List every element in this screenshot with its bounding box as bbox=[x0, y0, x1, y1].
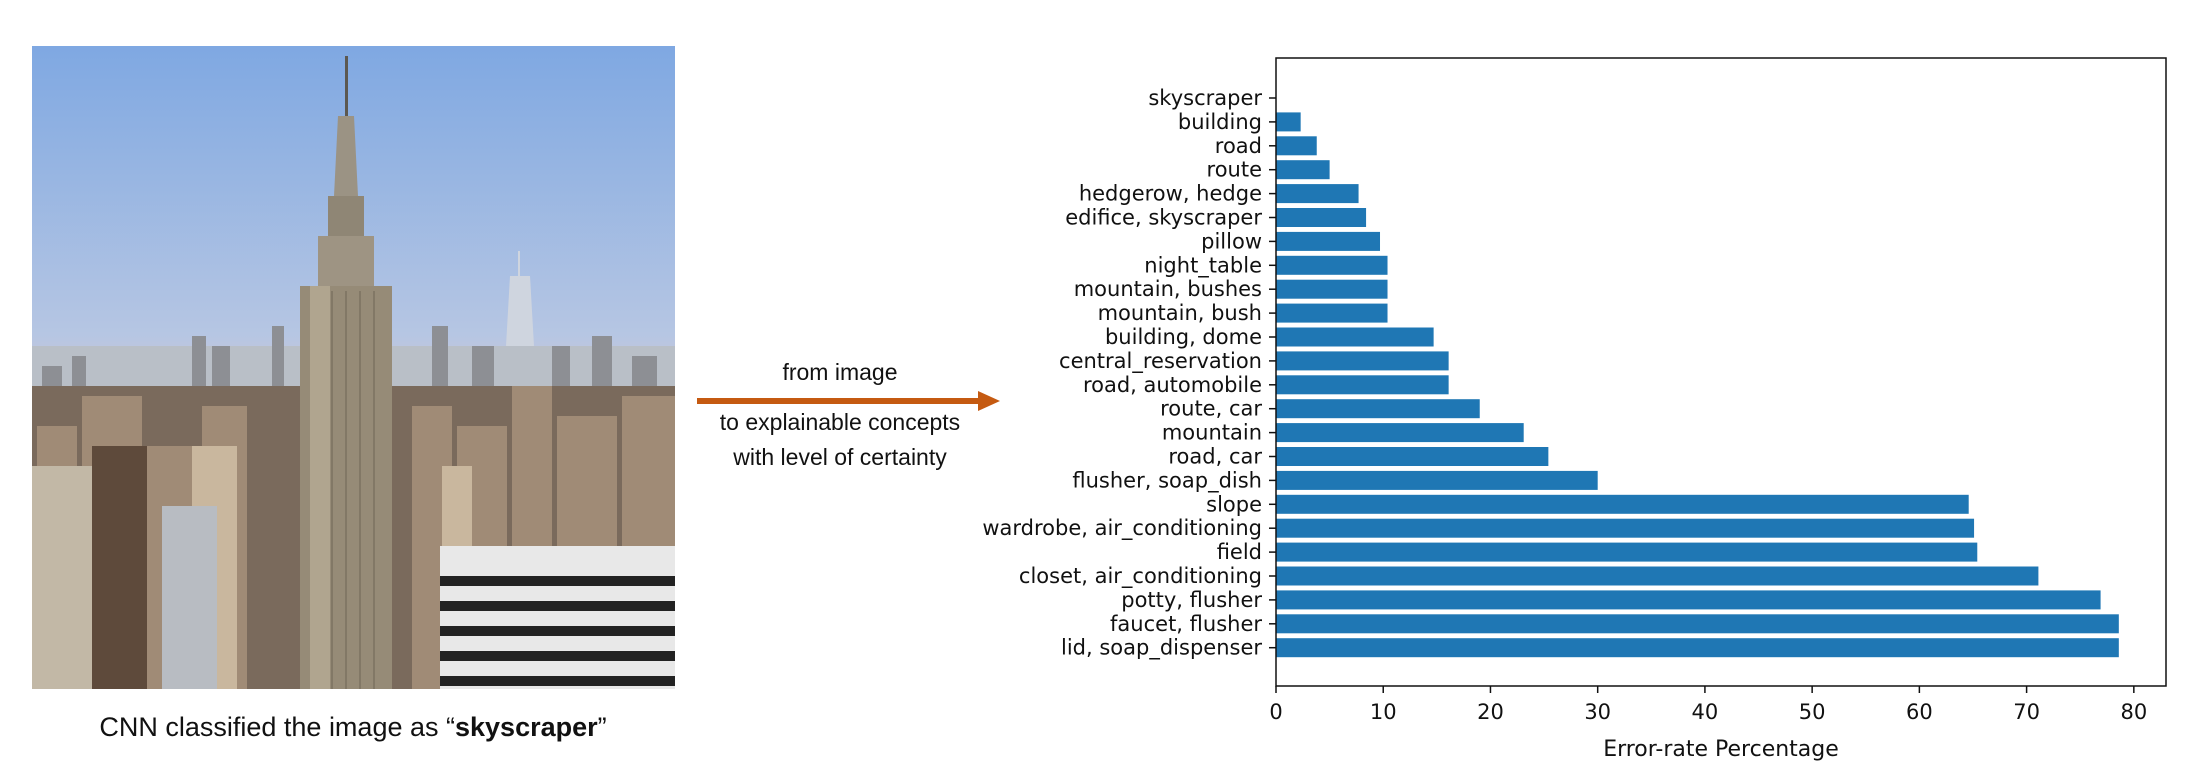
bars-group bbox=[1276, 112, 2119, 658]
bar bbox=[1276, 255, 1388, 275]
x-tick-label: 30 bbox=[1584, 700, 1611, 724]
category-label: wardrobe, air_conditioning bbox=[982, 516, 1262, 541]
bar bbox=[1276, 590, 2101, 610]
x-tick-label: 40 bbox=[1692, 700, 1719, 724]
category-label: lid, soap_dispenser bbox=[1061, 636, 1262, 661]
category-label: central_reservation bbox=[1059, 349, 1262, 374]
category-label: route, car bbox=[1160, 397, 1262, 421]
x-tick-label: 0 bbox=[1269, 700, 1282, 724]
bar bbox=[1276, 542, 1978, 562]
bar bbox=[1276, 160, 1330, 180]
x-axis-label: Error-rate Percentage bbox=[1603, 737, 1839, 762]
category-label: flusher, soap_dish bbox=[1072, 468, 1262, 493]
category-label: hedgerow, hedge bbox=[1079, 182, 1262, 206]
bar bbox=[1276, 327, 1434, 347]
category-label: mountain, bush bbox=[1098, 301, 1262, 325]
category-label: building bbox=[1178, 110, 1262, 134]
caption-class: skyscraper bbox=[455, 712, 598, 742]
category-label: route bbox=[1207, 158, 1262, 182]
bar bbox=[1276, 136, 1317, 156]
bar bbox=[1276, 494, 1969, 514]
bar bbox=[1276, 470, 1598, 490]
bar bbox=[1276, 279, 1388, 299]
category-label: slope bbox=[1206, 492, 1262, 516]
category-label: road bbox=[1215, 134, 1262, 158]
x-tick-label: 60 bbox=[1906, 700, 1933, 724]
arrow-label-bottom-1: to explainable concepts bbox=[719, 409, 961, 435]
bar bbox=[1276, 231, 1381, 251]
category-label: road, car bbox=[1168, 445, 1262, 469]
category-label: edifice, skyscraper bbox=[1065, 206, 1262, 230]
x-tick-label: 80 bbox=[2120, 700, 2147, 724]
category-label: mountain bbox=[1162, 421, 1262, 445]
bar bbox=[1276, 112, 1301, 132]
category-label: pillow bbox=[1201, 229, 1262, 253]
x-tick-label: 10 bbox=[1370, 700, 1397, 724]
photo-caption: CNN classified the image as “skyscraper” bbox=[0, 712, 706, 743]
category-label: skyscraper bbox=[1148, 86, 1262, 110]
arrow-label-bottom-2: with level of certainty bbox=[733, 444, 947, 470]
category-label: faucet, flusher bbox=[1110, 612, 1262, 636]
bar bbox=[1276, 638, 2119, 658]
bar bbox=[1276, 399, 1480, 419]
category-label: road, automobile bbox=[1083, 373, 1262, 397]
plot-frame bbox=[1275, 57, 2167, 687]
bar bbox=[1276, 184, 1359, 204]
category-label: potty, flusher bbox=[1121, 588, 1262, 612]
arrow-label-top: from image bbox=[782, 359, 898, 385]
bar bbox=[1276, 351, 1449, 371]
caption-prefix: CNN classified the image as “ bbox=[99, 712, 455, 742]
bar bbox=[1276, 518, 1975, 538]
bar bbox=[1276, 423, 1524, 443]
bar bbox=[1276, 303, 1388, 323]
x-tick-label: 20 bbox=[1477, 700, 1504, 724]
category-label: mountain, bushes bbox=[1074, 277, 1262, 301]
category-label: field bbox=[1217, 540, 1262, 564]
category-label: closet, air_conditioning bbox=[1019, 564, 1262, 589]
x-tick-label: 50 bbox=[1799, 700, 1826, 724]
x-ticks-group: 0 10 20 30 40 50 60 70 80 bbox=[1269, 686, 2147, 724]
caption-suffix: ” bbox=[597, 712, 607, 742]
bar bbox=[1276, 208, 1367, 227]
arrow-right-icon bbox=[697, 391, 1000, 411]
category-label: night_table bbox=[1144, 253, 1262, 278]
x-tick-label: 70 bbox=[2013, 700, 2040, 724]
bar bbox=[1276, 566, 2039, 586]
category-label: building, dome bbox=[1105, 325, 1262, 349]
bar bbox=[1276, 447, 1549, 466]
skyscraper-photo bbox=[32, 46, 675, 689]
bar bbox=[1276, 375, 1449, 395]
bar bbox=[1276, 614, 2119, 634]
